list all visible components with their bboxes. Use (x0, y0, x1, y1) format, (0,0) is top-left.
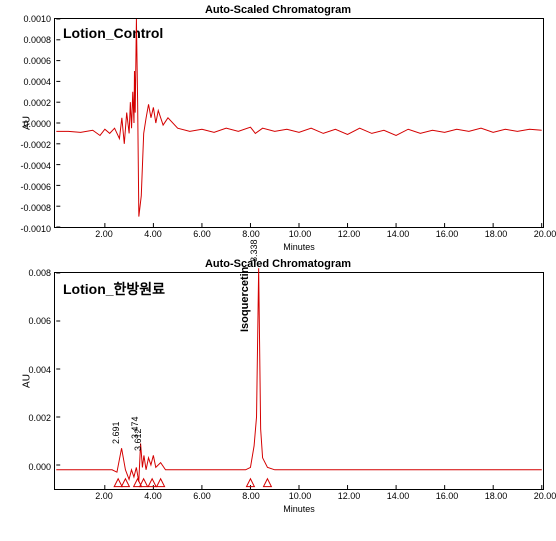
ytick: 0.0002 (23, 98, 55, 108)
top-plot-area: AU Lotion_Control 0.00100.00080.00060.00… (54, 18, 544, 228)
bottom-panel: Auto-Scaled Chromatogram AU Lotion_한방원료 … (4, 258, 552, 514)
ytick: 0.000 (28, 462, 55, 472)
xtick: 4.00 (144, 227, 162, 239)
xtick: 12.00 (338, 489, 361, 501)
ytick: 0.0004 (23, 77, 55, 87)
xtick: 20.00 (534, 489, 556, 501)
ytick: -0.0004 (20, 161, 55, 171)
peak-label: 3.612 (133, 429, 143, 452)
top-panel: Auto-Scaled Chromatogram AU Lotion_Contr… (4, 4, 552, 252)
ytick: -0.0008 (20, 203, 55, 213)
peak-marker (148, 479, 156, 487)
xtick: 10.00 (289, 227, 312, 239)
xtick: 6.00 (193, 227, 211, 239)
peak-marker (157, 479, 165, 487)
bottom-plot-area: AU Lotion_한방원료 0.0080.0060.0040.0020.000… (54, 272, 544, 490)
peak-marker (114, 479, 122, 487)
ytick: 0.0000 (23, 119, 55, 129)
ytick: 0.004 (28, 365, 55, 375)
xtick: 4.00 (144, 489, 162, 501)
chromatogram-trace (56, 268, 542, 482)
ytick: 0.002 (28, 413, 55, 423)
top-xlabel: Minutes (54, 242, 544, 252)
peak-marker (263, 479, 271, 487)
xtick: 2.00 (95, 489, 113, 501)
xtick: 20.00 (534, 227, 556, 239)
chromatogram-trace (56, 19, 541, 217)
xtick: 8.00 (242, 227, 260, 239)
peak-label: 8.338 (249, 240, 259, 263)
ytick: -0.0010 (20, 224, 55, 234)
bottom-xlabel: Minutes (54, 504, 544, 514)
xtick: 18.00 (485, 227, 508, 239)
ytick: 0.008 (28, 268, 55, 278)
peak-label: 2.691 (111, 421, 121, 444)
compound-label: Isoquercetin (239, 266, 251, 331)
xtick: 16.00 (436, 489, 459, 501)
top-title: Auto-Scaled Chromatogram (4, 4, 552, 16)
ytick: 0.006 (28, 316, 55, 326)
xtick: 14.00 (387, 489, 410, 501)
xtick: 18.00 (485, 489, 508, 501)
xtick: 6.00 (193, 489, 211, 501)
ytick: 0.0010 (23, 14, 55, 24)
xtick: 12.00 (338, 227, 361, 239)
bottom-title: Auto-Scaled Chromatogram (4, 258, 552, 270)
top-chart-svg (55, 19, 543, 227)
bottom-ylabel: AU (22, 374, 33, 388)
xtick: 2.00 (95, 227, 113, 239)
peak-marker (121, 479, 129, 487)
xtick: 10.00 (289, 489, 312, 501)
ytick: 0.0008 (23, 35, 55, 45)
ytick: -0.0006 (20, 182, 55, 192)
xtick: 16.00 (436, 227, 459, 239)
ytick: 0.0006 (23, 56, 55, 66)
xtick: 8.00 (242, 489, 260, 501)
xtick: 14.00 (387, 227, 410, 239)
bottom-chart-svg (55, 273, 543, 489)
ytick: -0.0002 (20, 140, 55, 150)
